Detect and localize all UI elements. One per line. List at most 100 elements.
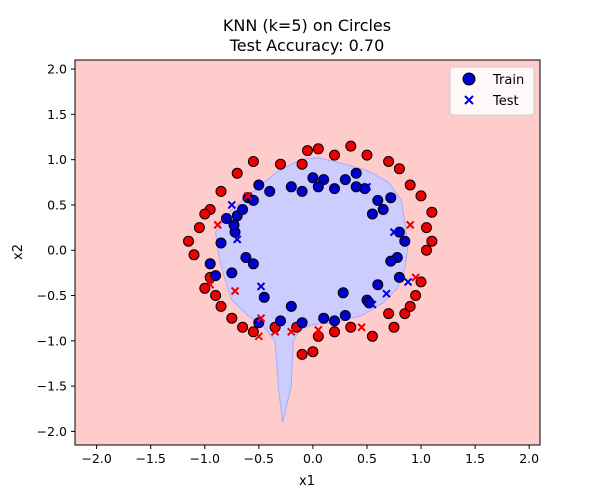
train-point-outer <box>410 290 422 301</box>
test-point-outer <box>406 220 415 230</box>
train-point-outer <box>199 282 211 294</box>
plot-frame <box>74 59 541 446</box>
train-point-outer <box>345 140 357 152</box>
train-point-outer <box>361 149 373 161</box>
test-point-inner <box>368 300 377 309</box>
train-point-inner <box>393 271 405 283</box>
train-point-outer <box>183 235 194 247</box>
train-point-outer <box>345 321 357 333</box>
y-tick-label: −1.5 <box>37 379 67 394</box>
test-point-outer <box>287 327 296 336</box>
train-point-inner <box>264 185 276 197</box>
train-point-inner <box>339 174 351 186</box>
train-point-outer <box>404 300 416 312</box>
test-point-outer <box>205 280 215 289</box>
test-point-outer <box>357 323 366 332</box>
y-axis: −2.0 −1.5 −1.0 −0.5 0.0 0.5 1.0 1.5 2.0 <box>37 62 75 439</box>
x-tick-label: 2.0 <box>519 451 539 466</box>
train-point-outer <box>210 290 222 301</box>
legend-test-label: Test <box>492 94 519 109</box>
x-tick-label: 0.5 <box>357 451 377 466</box>
train-point-inner <box>363 297 375 309</box>
train-point-outer <box>421 244 432 256</box>
train-point-outer <box>383 308 395 320</box>
train-point-outer <box>199 208 211 220</box>
train-point-inner <box>210 270 222 282</box>
y-tick-label: 1.5 <box>47 107 67 122</box>
train-point-outer <box>312 143 324 155</box>
train-point-inner <box>372 279 384 291</box>
train-point-inner <box>329 183 340 195</box>
y-tick-label: 0.5 <box>47 197 67 212</box>
train-point-outer <box>215 300 227 312</box>
points-layer <box>183 140 438 360</box>
train-point-inner <box>366 208 378 220</box>
x-tick-label: −2.0 <box>81 451 111 466</box>
train-point-outer <box>226 312 238 324</box>
train-point-inner <box>350 181 362 193</box>
train-point-outer <box>366 330 378 342</box>
legend-test-marker <box>464 95 474 105</box>
train-point-outer <box>329 149 340 161</box>
train-point-inner <box>329 315 340 327</box>
test-point-inner <box>403 277 413 287</box>
train-point-inner <box>399 235 411 247</box>
train-point-outer <box>421 222 432 234</box>
train-point-inner <box>253 317 265 329</box>
train-point-inner <box>258 291 270 303</box>
train-point-outer <box>307 346 319 358</box>
test-point-outer <box>230 286 240 296</box>
x-tick-label: 1.5 <box>465 451 485 466</box>
train-point-outer <box>426 235 438 247</box>
train-point-outer <box>247 156 259 167</box>
train-point-inner <box>318 312 330 324</box>
test-point-outer <box>411 273 420 282</box>
train-point-inner <box>385 255 397 267</box>
train-point-outer <box>302 145 313 157</box>
decision-region-inner <box>215 157 409 423</box>
train-point-inner <box>237 204 249 215</box>
train-point-inner <box>253 179 265 191</box>
x-axis-label: x1 <box>299 474 315 489</box>
train-point-inner <box>339 310 351 321</box>
train-point-inner <box>275 315 286 327</box>
train-point-inner <box>247 258 259 270</box>
train-point-outer <box>399 308 411 320</box>
y-tick-label: 0.0 <box>47 243 67 258</box>
test-point-inner <box>389 227 399 237</box>
decision-region-layer <box>215 157 409 423</box>
test-point-outer <box>213 220 222 230</box>
train-point-outer <box>329 326 340 338</box>
test-point-outer <box>256 313 266 323</box>
train-point-outer <box>296 158 308 170</box>
train-point-inner <box>307 172 319 184</box>
legend: Train Test <box>449 66 535 116</box>
train-point-inner <box>296 317 308 329</box>
y-tick-label: −1.0 <box>37 333 67 348</box>
test-point-outer <box>314 325 323 335</box>
legend-train-label: Train <box>492 73 524 88</box>
train-point-inner <box>204 258 216 270</box>
train-point-outer <box>296 348 308 360</box>
train-point-inner <box>215 237 227 249</box>
train-point-inner <box>285 181 297 193</box>
test-point-inner <box>382 289 391 298</box>
train-point-outer <box>426 206 438 218</box>
train-point-outer <box>383 156 395 167</box>
test-point-inner <box>256 282 266 291</box>
train-point-outer <box>237 321 249 333</box>
chart-subtitle: Test Accuracy: 0.70 <box>229 36 385 55</box>
legend-train-marker <box>462 72 476 86</box>
train-point-outer <box>388 321 400 333</box>
test-point-inner <box>227 200 237 210</box>
train-point-inner <box>393 226 405 238</box>
train-point-inner <box>226 267 238 279</box>
y-tick-label: −2.0 <box>37 424 67 439</box>
train-point-inner <box>350 167 362 179</box>
train-point-outer <box>393 163 405 175</box>
train-point-outer <box>415 190 427 202</box>
train-point-inner <box>312 181 324 193</box>
x-tick-label: −0.5 <box>244 451 274 466</box>
test-point-inner <box>233 235 242 244</box>
